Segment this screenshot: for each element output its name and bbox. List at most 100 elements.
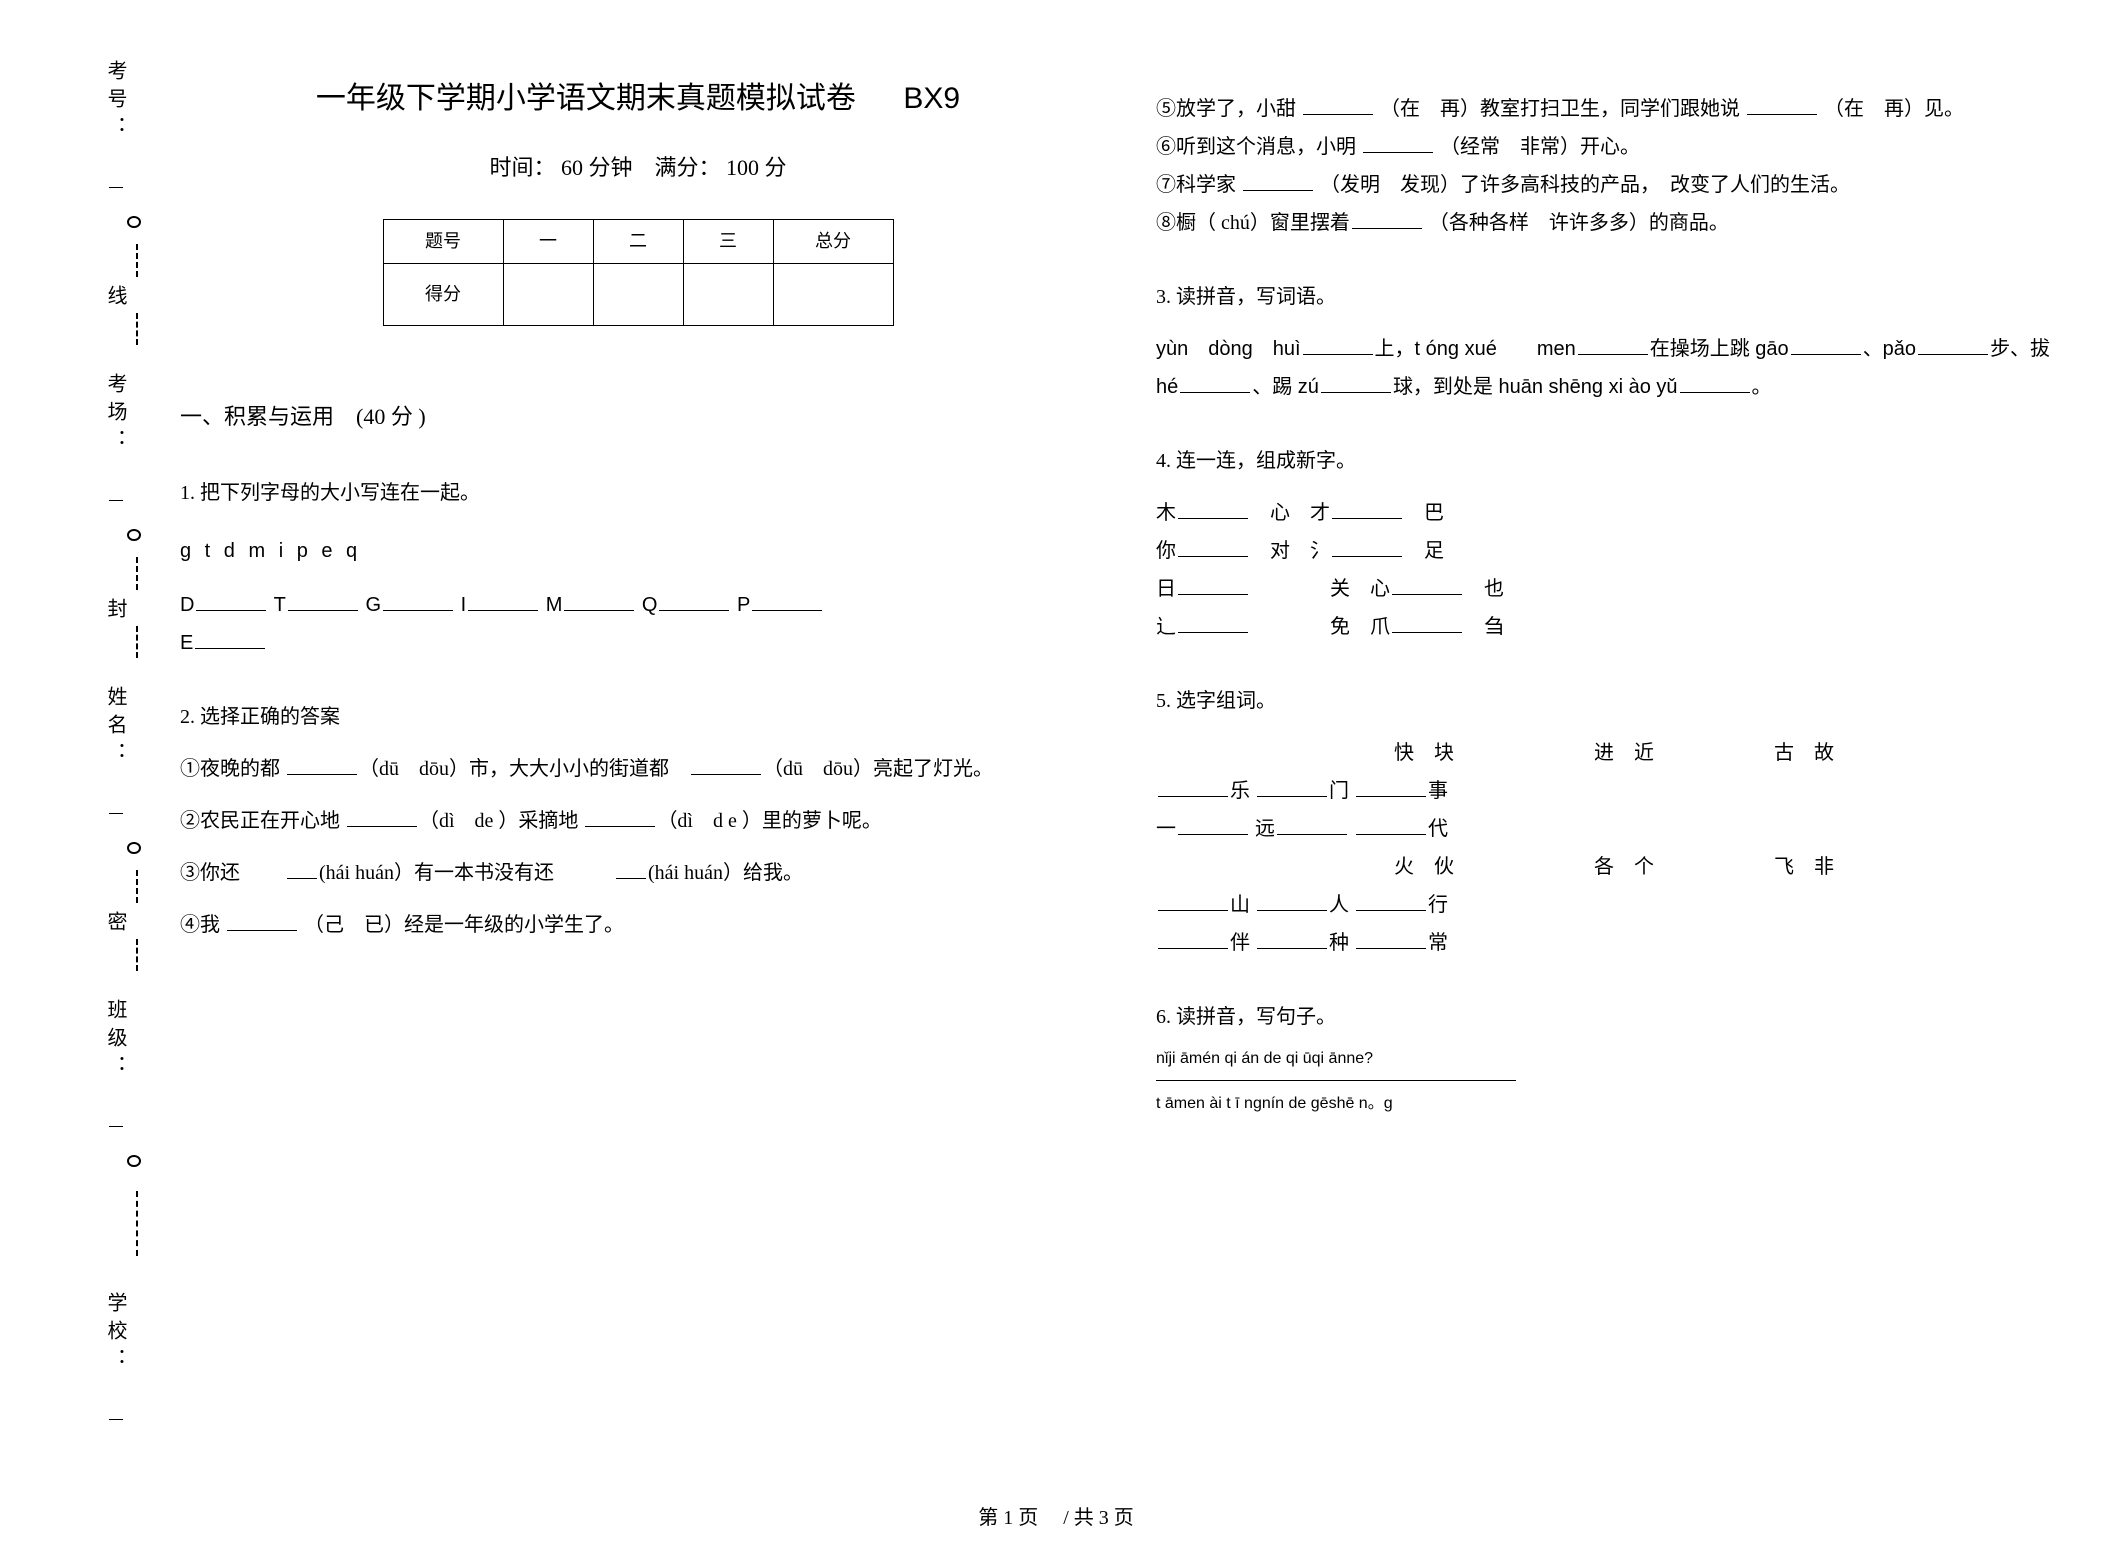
binding-field-xuexiao: 学校： — [96, 1292, 134, 1420]
q1-lower-letters: g t d m i p e q — [180, 532, 1096, 570]
q5-line: 伴 种 常 — [1156, 924, 2072, 962]
question-3: 3. 读拼音，写词语。 yùn dòng huì上，t óng xué men在… — [1156, 278, 2072, 406]
binding-circle — [127, 842, 141, 854]
score-table: 题号 一 二 三 总分 得分 — [383, 219, 894, 326]
right-column: ⑤放学了，小甜 （在 再）教室打扫卫生，同学们跟她说 （在 再）见。 ⑥听到这个… — [1156, 60, 2072, 1521]
q-num: 4. — [1156, 450, 1171, 472]
binding-dash — [136, 870, 138, 902]
binding-dash — [136, 1191, 138, 1256]
th: 二 — [593, 219, 683, 263]
blank — [383, 591, 453, 611]
page-footer: 第 1 页 / 共 3 页 — [0, 1499, 2112, 1537]
q-num: 5. — [1156, 690, 1171, 712]
binding-strip: 考号： 线 考场： 封 姓名： 密 班级： 学校： — [70, 40, 160, 1440]
q-stem: 读拼音，写句子。 — [1176, 1006, 1336, 1028]
letter: G — [365, 594, 381, 616]
subtitle: 时间： 60 分钟 满分： 100 分 — [180, 147, 1096, 189]
letter: I — [461, 594, 467, 616]
q2-item: ⑧橱（ chú）窗里摆着 （各种各样 许许多多）的商品。 — [1156, 204, 2072, 242]
binding-circle — [127, 216, 141, 228]
q5-line: 山 人 行 — [1156, 886, 2072, 924]
q5-line: 一 远 代 — [1156, 810, 2072, 848]
q6-answer-line — [1156, 1080, 1516, 1081]
q-num: 1. — [180, 482, 195, 504]
binding-field-banji: 班级： — [96, 999, 134, 1127]
q4-line: 你 对 氵 足 — [1156, 532, 2072, 570]
table-header-row: 题号 一 二 三 总分 — [383, 219, 893, 263]
question-2: 2. 选择正确的答案 ①夜晚的都 （dū dōu）市，大大小小的街道都 （dū … — [180, 698, 1096, 944]
q-stem: 把下列字母的大小写连在一起。 — [200, 482, 480, 504]
question-6: 6. 读拼音，写句子。 nǐji āmén qi án de qi ūqi ān… — [1156, 998, 2072, 1120]
td-blank — [503, 263, 593, 325]
q2-item: ⑦科学家 （发明 发现）了许多高科技的产品， 改变了人们的生活。 — [1156, 166, 2072, 204]
q-num: 2. — [180, 706, 195, 728]
q4-line: 辶 免 爪 刍 — [1156, 608, 2072, 646]
q1-upper-letters: D T G I M Q P E — [180, 586, 1096, 662]
binding-label: 考号： — [96, 60, 134, 144]
table-row: 得分 — [383, 263, 893, 325]
seal-char: 线 — [96, 285, 134, 305]
binding-label: 班级： — [96, 999, 134, 1083]
th: 三 — [683, 219, 773, 263]
title-code: BX9 — [903, 82, 960, 115]
title-text: 一年级下学期小学语文期末真题模拟试卷 — [316, 82, 856, 115]
q3-body: yùn dòng huì上，t óng xué men在操场上跳 gāo、pǎo… — [1156, 330, 2072, 406]
q2-item: ⑤放学了，小甜 （在 再）教室打扫卫生，同学们跟她说 （在 再）见。 — [1156, 90, 2072, 128]
letter: M — [546, 594, 563, 616]
th: 总分 — [773, 219, 893, 263]
q2-item: ①夜晚的都 （dū dōu）市，大大小小的街道都 （dū dōu）亮起了灯光。 — [180, 750, 1096, 788]
q5-opts: 快 块 进 近 古 故 — [1156, 734, 2072, 772]
q4-line: 日 关 心 也 — [1156, 570, 2072, 608]
field-line — [109, 461, 123, 501]
question-5: 5. 选字组词。 快 块 进 近 古 故 乐 门 事 一 远 代 火 伙 各 个… — [1156, 682, 2072, 962]
letter: Q — [642, 594, 658, 616]
q5-opts: 火 伙 各 个 飞 非 — [1156, 848, 2072, 886]
binding-dash — [136, 244, 138, 276]
q2-item: ③你还 (hái huán）有一本书没有还 (hái huán）给我。 — [180, 854, 1096, 892]
question-4: 4. 连一连，组成新字。 木 心 才 巴 你 对 氵 足 日 关 心 也 辶 免… — [1156, 442, 2072, 646]
q2-item: ②农民正在开心地 （dì de ）采摘地 （dì d e ）里的萝卜呢。 — [180, 802, 1096, 840]
td-blank — [683, 263, 773, 325]
q2-item: ④我 （己 已）经是一年级的小学生了。 — [180, 906, 1096, 944]
field-line — [109, 148, 123, 188]
blank — [195, 629, 265, 649]
q-stem: 连一连，组成新字。 — [1176, 450, 1356, 472]
binding-field-xingming: 姓名： — [96, 686, 134, 814]
blank — [659, 591, 729, 611]
th: 一 — [503, 219, 593, 263]
blank — [288, 591, 358, 611]
page-columns: 一年级下学期小学语文期末真题模拟试卷 BX9 时间： 60 分钟 满分： 100… — [180, 60, 2072, 1521]
letter: T — [274, 594, 286, 616]
blank — [564, 591, 634, 611]
q2-item: ⑥听到这个消息，小明 （经常 非常）开心。 — [1156, 128, 2072, 166]
q-stem: 选字组词。 — [1176, 690, 1276, 712]
q-num: 3. — [1156, 286, 1171, 308]
letter: E — [180, 632, 193, 654]
binding-circle — [127, 1155, 141, 1167]
binding-dash — [136, 626, 138, 658]
binding-label: 学校： — [96, 1292, 134, 1376]
letter: D — [180, 594, 194, 616]
td-blank — [773, 263, 893, 325]
binding-field-kaohao: 考号： — [96, 60, 134, 188]
binding-circle — [127, 529, 141, 541]
section-heading: 一、积累与运用 (40 分 ) — [180, 396, 1096, 438]
q-stem: 读拼音，写词语。 — [1176, 286, 1336, 308]
question-1: 1. 把下列字母的大小写连在一起。 g t d m i p e q D T G … — [180, 474, 1096, 662]
binding-dash — [136, 939, 138, 971]
seal-char: 封 — [96, 598, 134, 618]
binding-label: 姓名： — [96, 686, 134, 770]
td-blank — [593, 263, 683, 325]
letter: P — [737, 594, 750, 616]
field-line — [109, 774, 123, 814]
binding-dash — [136, 313, 138, 345]
q6-pinyin: t āmen ài t ī ngnín de gēshē n。g — [1156, 1089, 2072, 1119]
blank — [196, 591, 266, 611]
seal-char: 密 — [96, 911, 134, 931]
field-line — [109, 1380, 123, 1420]
blank — [468, 591, 538, 611]
q4-line: 木 心 才 巴 — [1156, 494, 2072, 532]
page-title: 一年级下学期小学语文期末真题模拟试卷 BX9 — [180, 70, 1096, 127]
binding-dash — [136, 557, 138, 589]
th: 题号 — [383, 219, 503, 263]
